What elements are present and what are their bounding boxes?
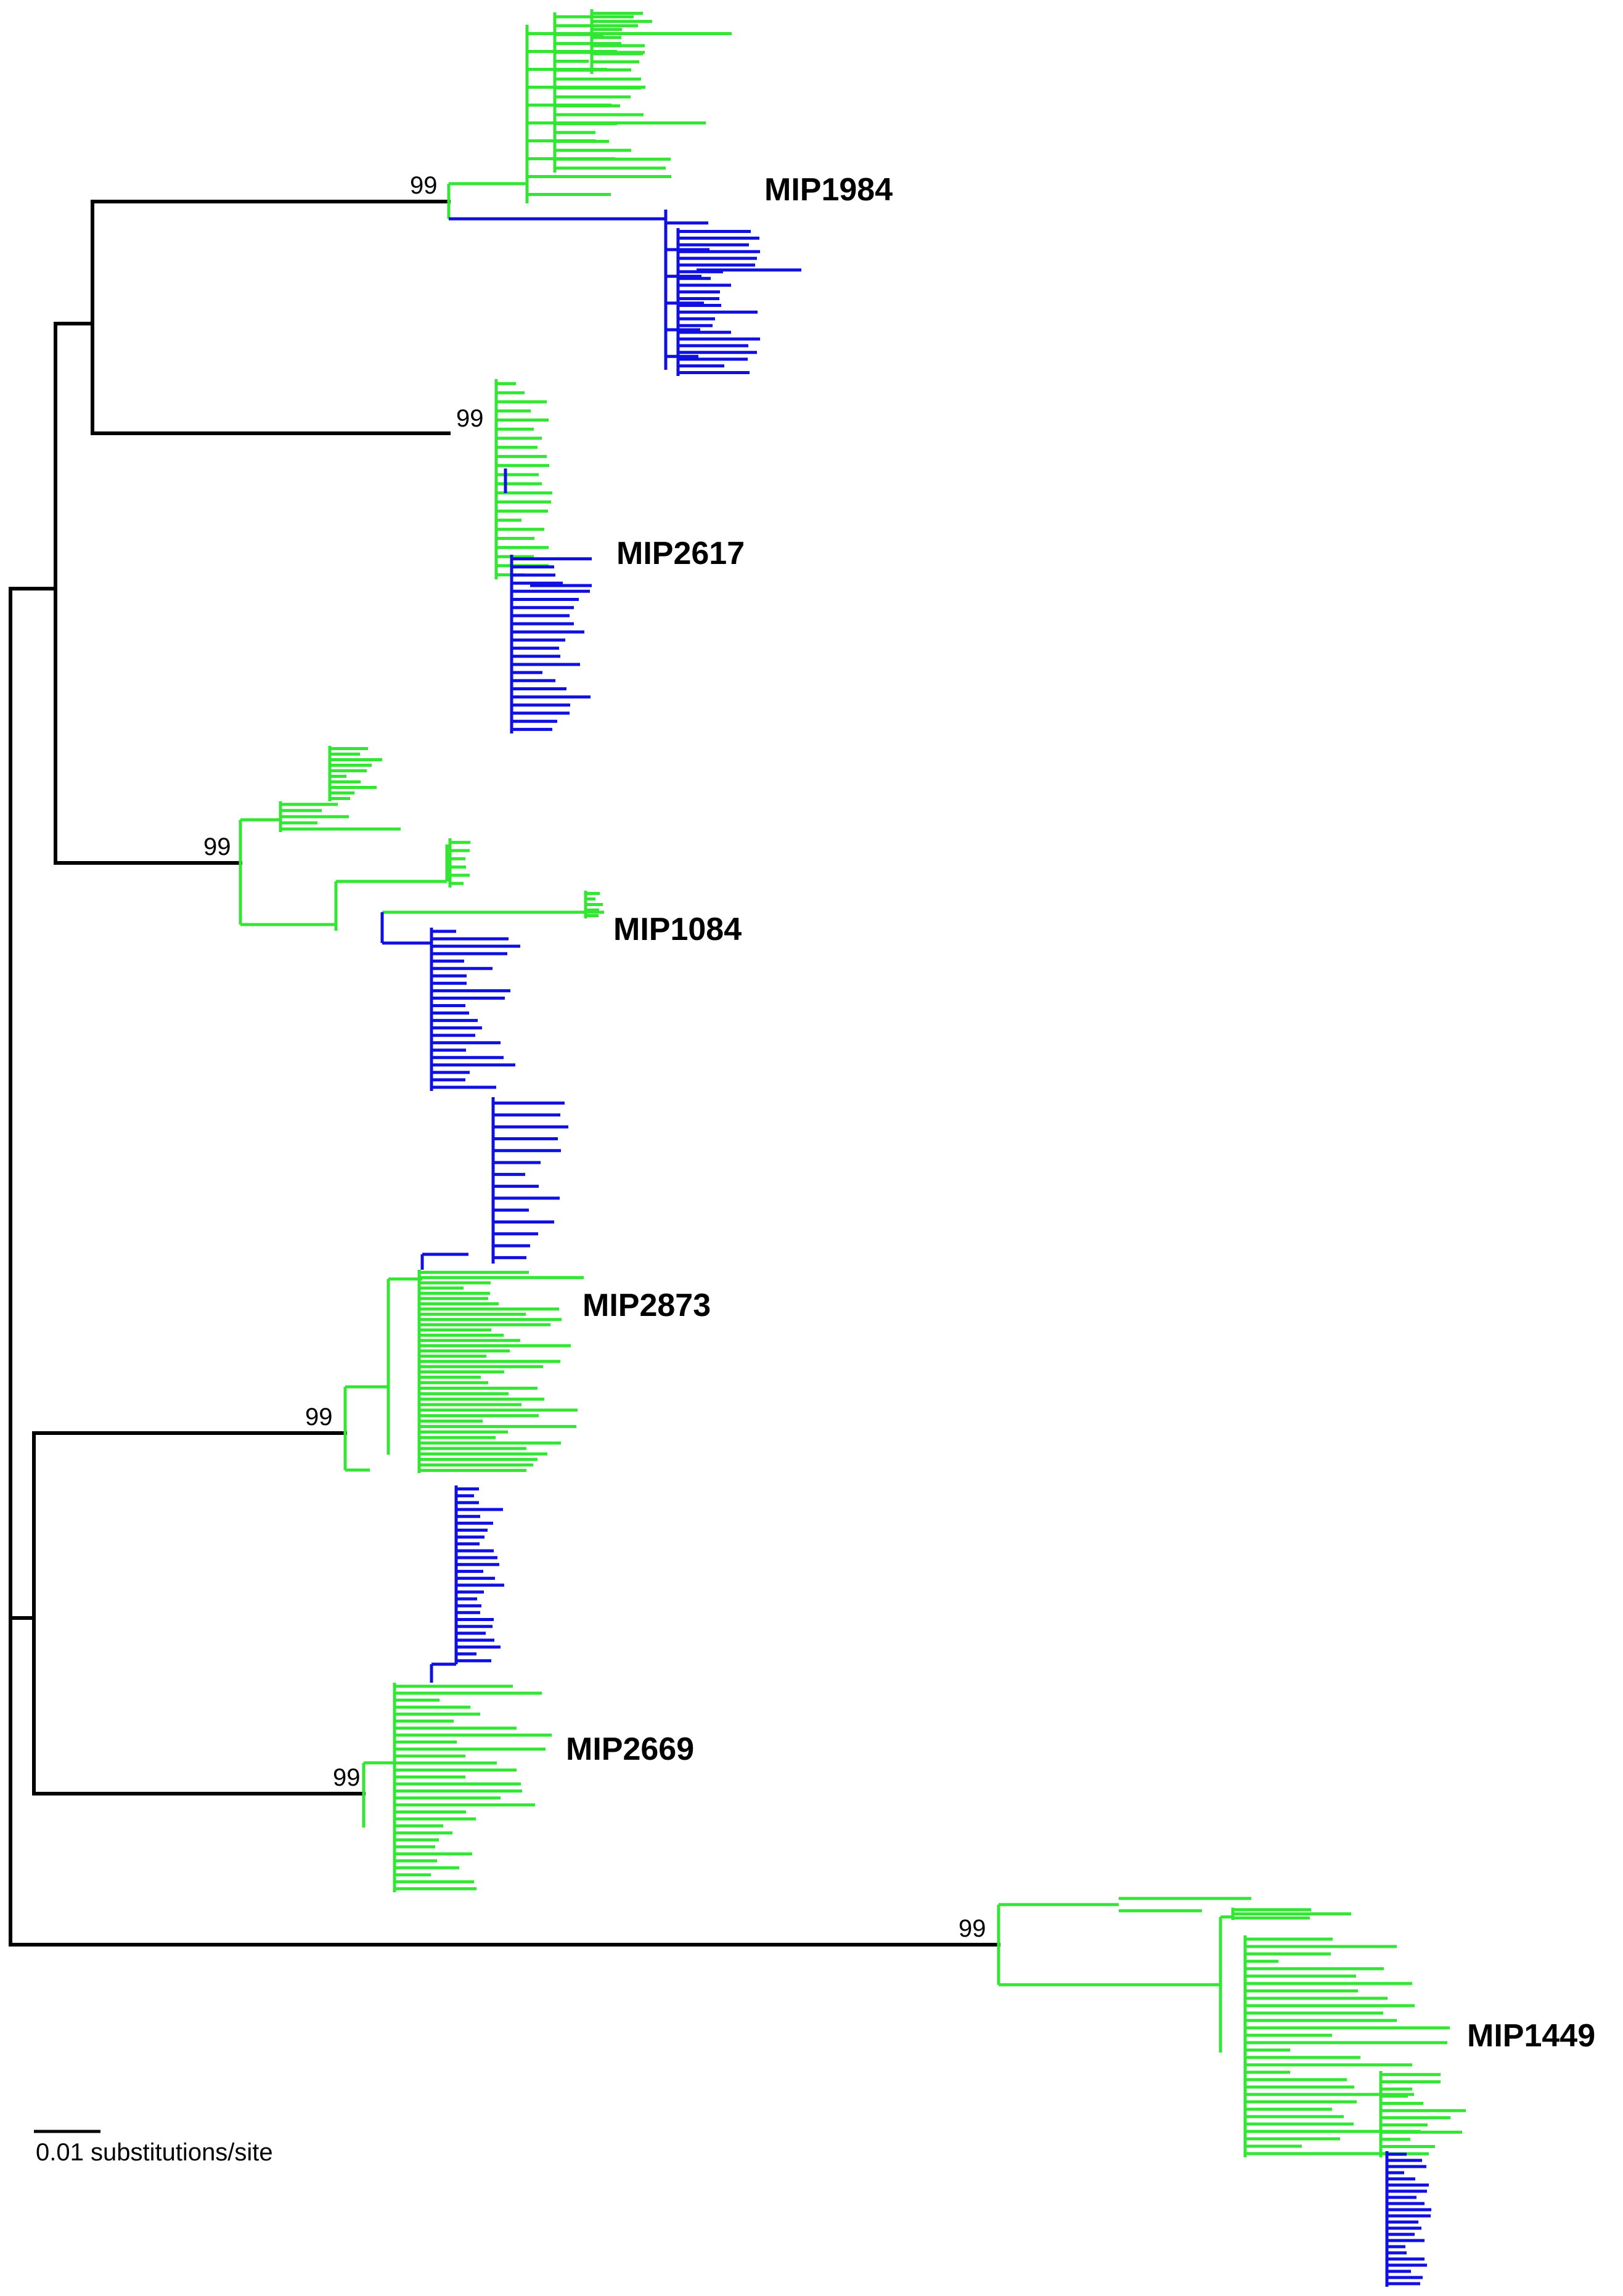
bootstrap-label-mip1084: 99 bbox=[203, 833, 231, 860]
clade-label-mip1084: MIP1084 bbox=[613, 912, 742, 947]
bootstrap-label-mip1449: 99 bbox=[959, 1915, 986, 1942]
clade-label-mip1449: MIP1449 bbox=[1467, 2018, 1595, 2054]
bootstrap-label-mip2617: 99 bbox=[456, 405, 484, 432]
bootstrap-label-mip2873: 99 bbox=[305, 1403, 333, 1431]
clade-label-mip2873: MIP2873 bbox=[583, 1288, 711, 1323]
backbone-branches bbox=[9, 200, 1000, 1947]
clade-label-mip1984: MIP1984 bbox=[764, 172, 893, 208]
scale-bar-label: 0.01 substitutions/site bbox=[36, 2139, 273, 2166]
clade-mip1084-subtree bbox=[239, 746, 604, 1264]
clade-mip1984-subtree bbox=[447, 9, 801, 376]
clade-label-mip2669: MIP2669 bbox=[566, 1731, 694, 1767]
clade-mip2617-subtree bbox=[494, 379, 592, 733]
bootstrap-label-mip2669: 99 bbox=[333, 1764, 361, 1791]
clade-mip2873-subtree bbox=[343, 1252, 584, 1473]
clade-mip2669-subtree bbox=[362, 1485, 552, 1892]
clade-label-mip2617: MIP2617 bbox=[616, 536, 745, 571]
bootstrap-label-mip1984: 99 bbox=[410, 172, 438, 199]
clade-mip1449-subtree bbox=[997, 1897, 1466, 2287]
